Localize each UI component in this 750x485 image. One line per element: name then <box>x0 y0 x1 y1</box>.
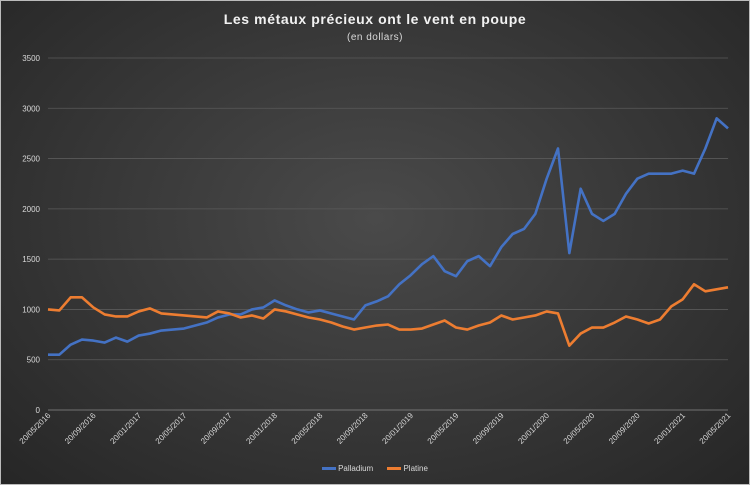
x-tick-label: 20/05/2018 <box>290 411 325 446</box>
x-tick-label: 20/09/2018 <box>335 411 370 446</box>
chart-title: Les métaux précieux ont le vent en poupe <box>223 11 527 27</box>
y-tick-label: 1000 <box>22 305 40 314</box>
chart-subtitle: (en dollars) <box>346 32 404 43</box>
x-tick-label: 20/05/2021 <box>698 411 733 446</box>
legend-label: Platine <box>403 464 428 473</box>
x-tick-label: 20/01/2020 <box>516 411 551 446</box>
x-tick-label: 20/01/2021 <box>652 411 687 446</box>
legend-item-platine: Platine <box>387 464 428 473</box>
y-tick-label: 500 <box>27 356 41 365</box>
x-tick-label: 20/09/2017 <box>199 411 234 446</box>
y-tick-label: 2000 <box>22 205 40 214</box>
x-tick-label: 20/01/2017 <box>108 411 143 446</box>
legend-swatch <box>387 467 402 470</box>
legend-label: Palladium <box>338 464 374 473</box>
legend-item-palladium: Palladium <box>322 464 373 473</box>
y-tick-label: 3500 <box>22 54 40 63</box>
y-tick-label: 3000 <box>22 104 40 113</box>
series-line-palladium <box>48 117 729 356</box>
x-tick-label: 20/05/2019 <box>426 411 461 446</box>
x-tick-label: 20/05/2020 <box>562 411 597 446</box>
legend: Palladium Platine <box>1 463 749 473</box>
x-tick-label: 20/05/2016 <box>18 411 53 446</box>
x-tick-label: 20/09/2019 <box>471 411 506 446</box>
series-line-platine <box>47 282 729 347</box>
y-tick-label: 1500 <box>22 255 40 264</box>
x-tick-label: 20/05/2017 <box>154 411 189 446</box>
x-tick-label: 20/09/2020 <box>607 411 642 446</box>
x-tick-label: 20/09/2016 <box>63 411 98 446</box>
legend-swatch <box>322 467 337 470</box>
y-tick-label: 0 <box>36 406 41 415</box>
x-tick-label: 20/01/2019 <box>380 411 415 446</box>
x-tick-label: 20/01/2018 <box>244 411 279 446</box>
y-tick-label: 2500 <box>22 155 40 164</box>
